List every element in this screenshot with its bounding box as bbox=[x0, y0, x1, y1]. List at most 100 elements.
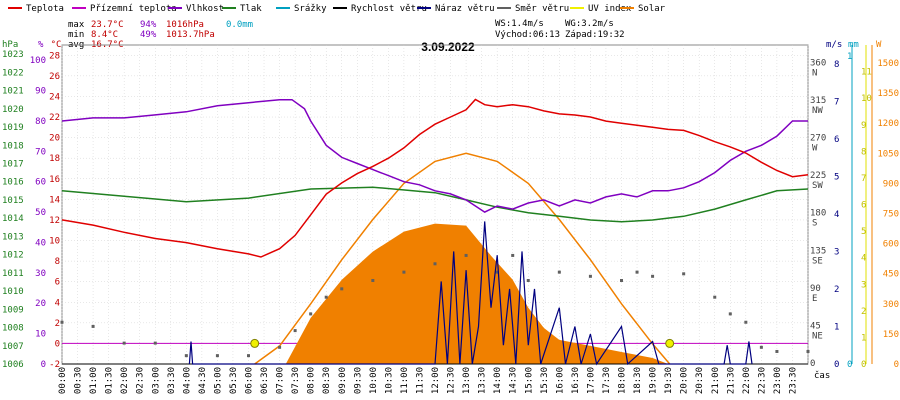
axis-ms-tick: 4 bbox=[834, 210, 839, 220]
direction-point bbox=[682, 272, 686, 276]
axis-percent-tick: 90 bbox=[35, 87, 46, 97]
chart-title: 3.09.2022 bbox=[421, 40, 475, 54]
direction-point bbox=[495, 270, 499, 274]
axis-x-tick: 03:30 bbox=[167, 367, 177, 394]
legend-label: UV index bbox=[588, 4, 632, 14]
axis-celsius-tick: 26 bbox=[49, 72, 60, 82]
direction-point bbox=[635, 270, 639, 274]
solar-area bbox=[285, 223, 669, 364]
axis-x-tick: 01:30 bbox=[105, 367, 115, 394]
wind-info: WS:1.4m/s WG:3.2m/s Východ:06:13 Západ:1… bbox=[495, 19, 625, 40]
legend-label: Solar bbox=[638, 4, 666, 14]
axis-celsius-tick: 0 bbox=[55, 339, 60, 349]
axis-hpa-tick: 1009 bbox=[2, 305, 24, 315]
axis-x-tick: 08:30 bbox=[322, 367, 332, 394]
pressure-line bbox=[61, 186, 809, 223]
axis-mm-tick: 1 bbox=[847, 52, 852, 62]
axis-ms-tick: 0 bbox=[834, 360, 839, 370]
axis-celsius-tick: 22 bbox=[49, 113, 60, 123]
direction-point bbox=[620, 278, 623, 282]
axis-percent-tick: 100 bbox=[30, 56, 46, 66]
axis-uv-tick: 9 bbox=[861, 121, 866, 131]
axis-uv-tick: 5 bbox=[861, 227, 866, 237]
legend-item: Vlhkost bbox=[168, 4, 224, 14]
direction-point bbox=[775, 349, 779, 353]
axis-mm-unit: mm bbox=[848, 40, 859, 50]
direction-point bbox=[526, 278, 530, 282]
axis-solar-tick: 0 bbox=[894, 360, 899, 370]
axis-x-tick: 02:30 bbox=[136, 367, 146, 394]
axis-uv-tick: 4 bbox=[861, 254, 866, 264]
axis-percent-tick: 50 bbox=[35, 208, 46, 218]
axis-solar-tick: 1350 bbox=[877, 89, 899, 99]
axis-x-tick: 14:30 bbox=[509, 367, 519, 394]
series-layer bbox=[60, 98, 810, 366]
axis-x-tick: 12:30 bbox=[447, 367, 457, 394]
axis-uv-tick: 3 bbox=[861, 280, 866, 290]
direction-point bbox=[340, 287, 344, 291]
direction-point bbox=[713, 295, 717, 299]
direction-point bbox=[278, 345, 282, 349]
legend-item: Tlak bbox=[222, 4, 262, 14]
legend: Teplota Přízemní teplota Vlhkost Tlak Srážky… bbox=[8, 4, 666, 14]
stat-max-temp: 23.7°C bbox=[91, 20, 124, 30]
axis-direction-label: SW bbox=[812, 181, 823, 191]
axis-x-tick: 19:30 bbox=[664, 367, 674, 394]
legend-item: Srážky bbox=[276, 4, 327, 14]
axis-celsius-tick: 28 bbox=[49, 51, 60, 61]
axis-x-tick: 00:00 bbox=[58, 367, 68, 394]
axis-hpa-tick: 1013 bbox=[2, 232, 24, 242]
axis-direction-label: NW bbox=[812, 106, 823, 116]
axis-hpa-tick: 1019 bbox=[2, 123, 24, 133]
axis-celsius-tick: 14 bbox=[49, 195, 60, 205]
axis-uv-tick: 6 bbox=[861, 201, 866, 211]
legend-item: Teplota bbox=[8, 4, 64, 14]
axis-solar-tick: 1200 bbox=[877, 119, 899, 129]
axis-hpa-tick: 1016 bbox=[2, 178, 24, 188]
direction-point bbox=[759, 345, 763, 349]
axis-solar-tick: 750 bbox=[883, 210, 899, 220]
axis-celsius-tick: 4 bbox=[55, 298, 60, 308]
wind-wg: WG:3.2m/s bbox=[565, 19, 614, 29]
axis-hpa-tick: 1020 bbox=[2, 105, 24, 115]
axis-x-tick: 05:00 bbox=[213, 367, 223, 394]
legend-label: Směr větru bbox=[515, 4, 569, 14]
legend-item: UV index bbox=[570, 4, 632, 14]
axis-hpa-tick: 1008 bbox=[2, 324, 24, 334]
legend-item: Směr větru bbox=[497, 4, 569, 14]
legend-item: Náraz větru bbox=[417, 4, 495, 14]
axis-percent-tick: 0 bbox=[41, 360, 46, 370]
axis-x-tick: 15:30 bbox=[540, 367, 550, 394]
sunset-marker bbox=[665, 338, 675, 348]
axis-direction-label: SE bbox=[812, 256, 823, 266]
direction-point bbox=[433, 262, 437, 266]
axis-direction-tick: 0 bbox=[810, 359, 815, 369]
axis-x-tick: 17:30 bbox=[602, 367, 612, 394]
axis-percent-tick: 70 bbox=[35, 147, 46, 157]
direction-point bbox=[293, 329, 297, 333]
axis-uv-tick: 2 bbox=[861, 307, 866, 317]
axis-x-tick: 16:00 bbox=[555, 367, 565, 394]
axis-direction-tick: 90 bbox=[810, 284, 821, 294]
legend-label: Srážky bbox=[294, 4, 327, 14]
axis-direction-tick: 135 bbox=[810, 246, 826, 256]
axis-direction-label: E bbox=[812, 294, 817, 304]
axes: hPa1006100710081009101010111012101310141… bbox=[2, 40, 899, 394]
axis-direction-tick: 180 bbox=[810, 209, 826, 219]
axis-solar-tick: 150 bbox=[883, 330, 899, 340]
temperature-line bbox=[61, 98, 809, 258]
stat-max-press: 1016hPa bbox=[166, 20, 204, 30]
axis-ms-tick: 7 bbox=[834, 97, 839, 107]
axis-celsius-tick: 8 bbox=[55, 257, 60, 267]
axis-x-tick: 03:00 bbox=[151, 367, 161, 394]
direction-point bbox=[557, 270, 561, 274]
axis-solar-tick: 1500 bbox=[877, 59, 899, 69]
axis-celsius-tick: 2 bbox=[55, 319, 60, 329]
direction-point bbox=[122, 341, 126, 345]
humidity-line bbox=[61, 98, 808, 213]
axis-x-tick: 10:30 bbox=[384, 367, 394, 394]
axis-x-tick: 00:30 bbox=[74, 367, 84, 394]
axis-x-tick: 07:00 bbox=[276, 367, 286, 394]
legend-label: Náraz větru bbox=[435, 4, 495, 14]
